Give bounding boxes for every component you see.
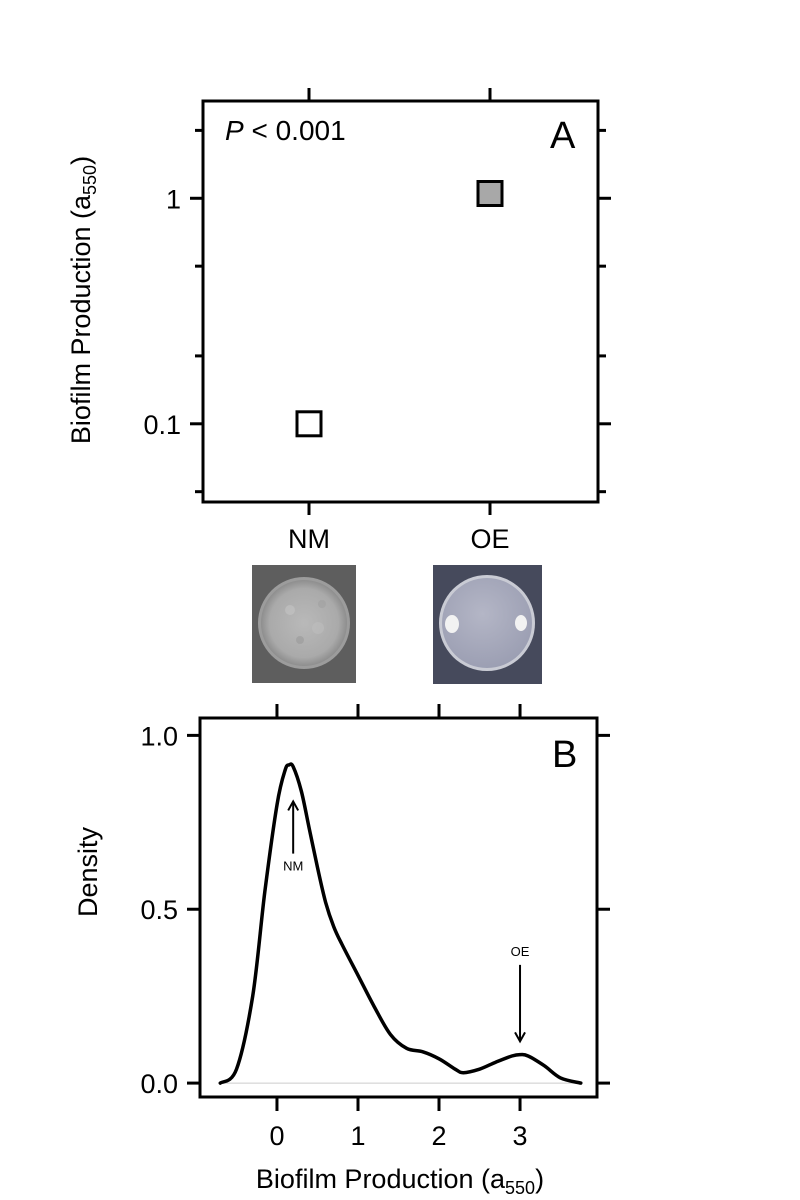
panel-b-annotations: NM OE: [283, 799, 530, 1044]
panel-b-x-axis-title-main: Biofilm Production (a: [256, 1164, 506, 1194]
oe-colony-highlight-left: [445, 615, 459, 633]
panel-b-x-axis-title: Biofilm Production (a550): [256, 1164, 544, 1198]
oe-colony-photo: [433, 565, 542, 684]
oe-colony: [442, 578, 532, 668]
nm-colony-texture-3: [296, 636, 304, 644]
panel-b-x-axis-title-close: ): [535, 1164, 544, 1194]
panel-b-x-tick-label: 1: [350, 1121, 365, 1151]
panel-b: 0 1 2 3 0.0 0.5 1.0 NM OE B Density Biofilm Pro…: [73, 704, 610, 1198]
arrow-oe-head: [514, 1031, 526, 1044]
p-value-text: < 0.001: [244, 115, 346, 146]
panel-a: 0.11 A P < 0.001 Biofilm Production (a55…: [66, 88, 611, 554]
oe-colony-highlight-right: [515, 615, 527, 631]
category-label-oe: OE: [470, 524, 509, 554]
panel-a-y-axis-title-main: Biofilm Production (a: [66, 194, 96, 444]
panel-a-frame: [201, 99, 600, 504]
panel-a-label: A: [550, 115, 576, 157]
panel-b-label: B: [552, 734, 577, 776]
p-value-italic: P: [225, 115, 244, 146]
point-nm: [295, 410, 323, 438]
annotation-nm-label: NM: [283, 859, 303, 874]
panel-b-x-axis-title-sub: 550: [505, 1178, 535, 1198]
p-value-annotation: P < 0.001: [225, 115, 346, 146]
panel-b-ticks: 0 1 2 3 0.0 0.5 1.0: [140, 704, 610, 1151]
point-oe: [476, 180, 504, 208]
panel-b-x-tick-label: 3: [513, 1121, 528, 1151]
panel-a-y-axis-title-close: ): [66, 156, 96, 165]
arrow-nm-head: [287, 799, 300, 811]
panel-a-y-axis-title-sub: 550: [80, 165, 100, 195]
nm-colony-photo: [252, 565, 356, 683]
density-curve: [218, 762, 583, 1085]
nm-colony: [261, 580, 347, 666]
panel-b-y-tick-label: 1.0: [140, 721, 178, 751]
panel-b-y-tick-label: 0.5: [140, 895, 178, 925]
nm-colony-texture-1: [285, 605, 295, 615]
nm-colony-texture-2: [312, 622, 324, 634]
panel-b-y-axis-title: Density: [73, 826, 103, 917]
category-label-nm: NM: [288, 524, 330, 554]
panel-a-y-tick-label: 0.1: [143, 410, 181, 440]
nm-colony-texture-4: [318, 600, 326, 608]
panel-a-points: [295, 180, 504, 438]
panel-b-x-tick-label: 0: [269, 1121, 284, 1151]
annotation-oe-label: OE: [511, 944, 530, 959]
panel-b-frame: [198, 716, 599, 1099]
panel-a-y-axis-title: Biofilm Production (a550): [66, 156, 100, 444]
panel-b-y-tick-label: 0.0: [140, 1069, 178, 1099]
panel-a-ticks: 0.11: [143, 88, 611, 515]
panel-b-x-tick-label: 2: [431, 1121, 446, 1151]
panel-a-y-tick-label: 1: [166, 184, 181, 214]
